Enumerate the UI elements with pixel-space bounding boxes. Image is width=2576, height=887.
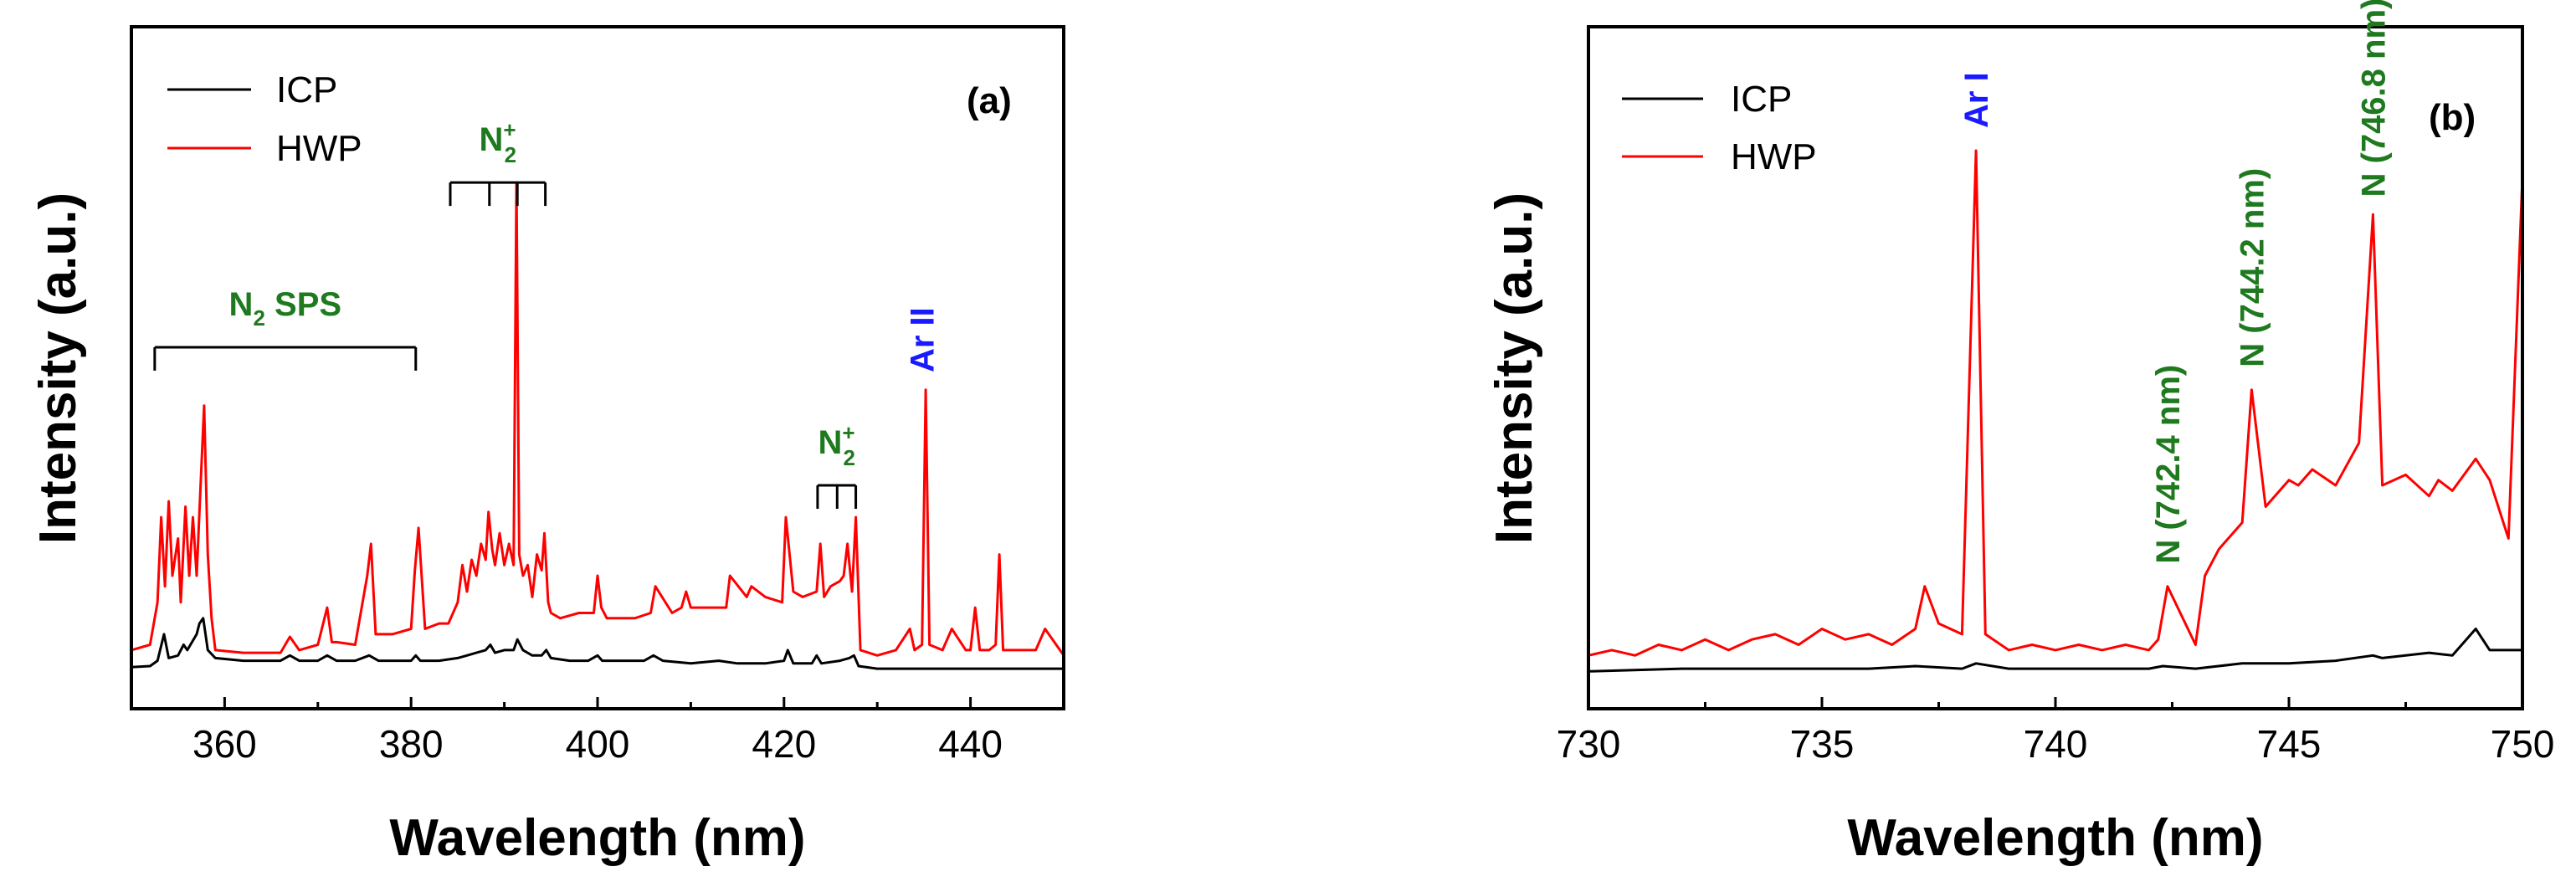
series-line-icp-b bbox=[1588, 628, 2522, 673]
x-tick-label-730-b: 730 bbox=[1557, 722, 1621, 766]
x-tick-label-360-a: 360 bbox=[192, 722, 257, 766]
x-axis-label-b: Wavelength (nm) bbox=[1847, 809, 2263, 867]
annotation-label-3-a: Ar II bbox=[905, 307, 942, 372]
legend-label-hwp-a: HWP bbox=[276, 128, 362, 169]
series-line-hwp-b bbox=[1588, 149, 2524, 657]
panel-label-a: (a) bbox=[967, 80, 1012, 121]
x-axis-label-a: Wavelength (nm) bbox=[389, 809, 805, 867]
legend-label-icp-a: ICP bbox=[276, 69, 337, 110]
x-tick-label-400-a: 400 bbox=[566, 722, 630, 766]
panel-label-b: (b) bbox=[2429, 97, 2476, 138]
annotation-label-2-a: N+ 2 bbox=[818, 420, 855, 470]
x-tick-label-440-a: 440 bbox=[938, 722, 1003, 766]
panel-b: 730 735 740 745 750 Ar I N (742.4 nm) N (744.2… bbox=[1486, 0, 2554, 867]
x-tick-label-735-b: 735 bbox=[1790, 722, 1855, 766]
legend-b: ICP HWP bbox=[1622, 79, 1817, 177]
series-line-icp-a bbox=[131, 617, 1064, 670]
annotation-label-1-b: N (742.4 nm) bbox=[2150, 365, 2187, 564]
annotation-label-0-a: N2 SPS bbox=[229, 286, 342, 331]
x-tick-label-750-b: 750 bbox=[2491, 722, 2555, 766]
legend-label-hwp-b: HWP bbox=[1731, 136, 1817, 177]
legend-a: ICP HWP bbox=[167, 69, 362, 169]
panel-a: 360 380 400 420 440 N2 SPS N+ 2 N+ 2 Ar II ICP HW… bbox=[29, 25, 1065, 867]
y-axis-label-b: Intensity (a.u.) bbox=[1486, 192, 1543, 544]
x-tick-label-745-b: 745 bbox=[2257, 722, 2322, 766]
annotation-label-0-b: Ar I bbox=[1958, 72, 1995, 128]
x-tick-label-740-b: 740 bbox=[2024, 722, 2088, 766]
x-tick-label-420-a: 420 bbox=[752, 722, 816, 766]
legend-label-icp-b: ICP bbox=[1731, 79, 1792, 120]
annotation-label-1-a: N+ 2 bbox=[480, 117, 517, 167]
annotation-label-3-b: N (746.8 nm) bbox=[2355, 0, 2392, 197]
annotation-label-2-b: N (744.2 nm) bbox=[2234, 168, 2271, 367]
y-axis-label-a: Intensity (a.u.) bbox=[29, 192, 87, 544]
series-line-hwp-a bbox=[131, 181, 1065, 657]
x-tick-label-380-a: 380 bbox=[379, 722, 444, 766]
